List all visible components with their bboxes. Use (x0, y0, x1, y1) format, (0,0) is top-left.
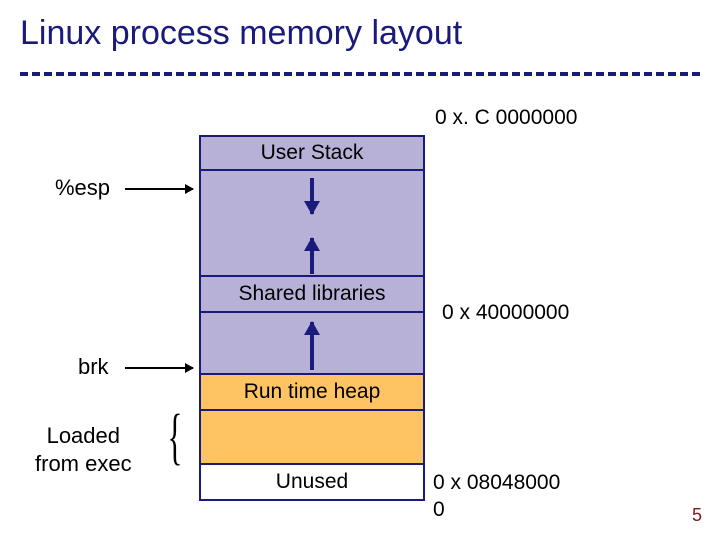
region-user-stack: User Stack (199, 135, 425, 171)
label-esp: %esp (55, 175, 110, 201)
arrow-heap-up (310, 322, 314, 370)
addr-bottom: 0 (433, 498, 445, 522)
addr-mid: 0 x 40000000 (442, 301, 569, 325)
arrow-brk (125, 367, 193, 369)
region-shared-libs: Shared libraries (199, 277, 425, 313)
arrow-libs-up (310, 238, 314, 274)
page-title: Linux process memory layout (20, 14, 462, 53)
arrow-esp (125, 188, 193, 190)
label-brk: brk (78, 354, 109, 380)
region-unused: Unused (199, 465, 425, 501)
addr-top: 0 x. C 0000000 (435, 106, 577, 130)
page-number: 5 (692, 505, 702, 526)
label-loaded-text: Loadedfrom exec (35, 423, 132, 476)
region-heap: Run time heap (199, 375, 425, 411)
label-loaded: Loadedfrom exec (35, 422, 132, 477)
addr-exec: 0 x 08048000 (433, 471, 560, 495)
brace-icon: { (167, 402, 182, 473)
arrow-stack-down (310, 178, 314, 214)
title-divider (20, 72, 700, 76)
region-loaded (199, 411, 425, 465)
